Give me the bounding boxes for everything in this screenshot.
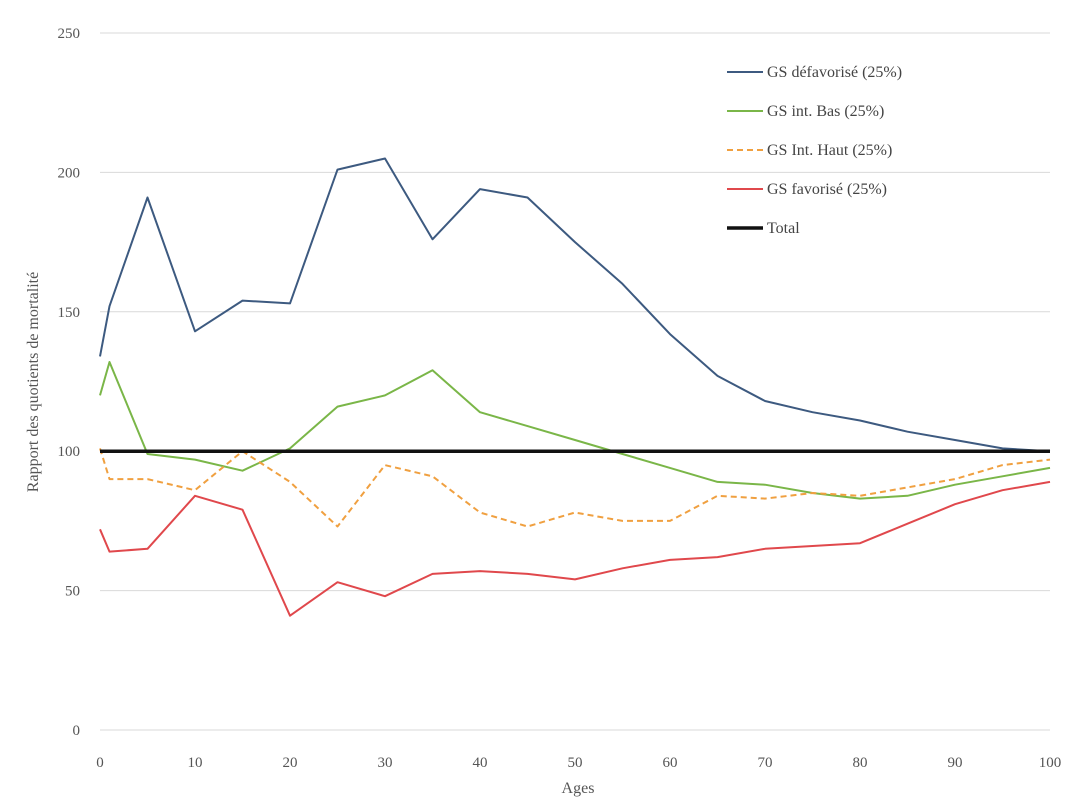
y-tick-label: 150	[58, 305, 81, 321]
x-tick-label: 0	[96, 755, 104, 771]
legend-label: GS int. Bas (25%)	[767, 103, 884, 120]
grid-lines	[100, 32, 1050, 731]
series-line-gs-int-haut-25	[99, 448, 1051, 528]
y-tick-label: 50	[65, 584, 80, 600]
x-tick-label: 80	[853, 755, 868, 771]
x-axis-ticks: 0 10 20 30 40 50 60 70 80 90 100	[96, 755, 1061, 771]
y-tick-label: 250	[58, 26, 81, 42]
x-tick-label: 20	[283, 755, 298, 771]
y-tick-label: 200	[58, 165, 81, 181]
x-tick-label: 40	[473, 755, 488, 771]
series-line-gs-int-bas-25	[99, 361, 1051, 500]
x-axis-title: Ages	[562, 780, 595, 797]
x-tick-label: 10	[188, 755, 203, 771]
x-tick-label: 30	[378, 755, 393, 771]
legend-label: GS défavorisé (25%)	[767, 64, 902, 81]
y-tick-label: 0	[73, 723, 81, 739]
x-tick-label: 90	[948, 755, 963, 771]
x-tick-label: 50	[568, 755, 583, 771]
x-tick-label: 70	[758, 755, 773, 771]
plot-series	[99, 157, 1051, 617]
series-line-gs-d-favoris-25	[99, 157, 1051, 453]
legend-label: GS favorisé (25%)	[767, 181, 887, 198]
y-axis-ticks: 0 50 100 150 200 250	[58, 26, 81, 739]
x-tick-label: 60	[663, 755, 678, 771]
legend: GS défavorisé (25%) GS int. Bas (25%) GS I…	[727, 64, 902, 237]
x-tick-label: 100	[1039, 755, 1062, 771]
series-line-gs-favoris-25	[99, 480, 1051, 617]
legend-label: GS Int. Haut (25%)	[767, 142, 892, 159]
y-axis-title: Rapport des quotients de mortalité	[25, 272, 42, 492]
legend-label: Total	[767, 220, 800, 237]
y-tick-label: 100	[58, 444, 81, 460]
